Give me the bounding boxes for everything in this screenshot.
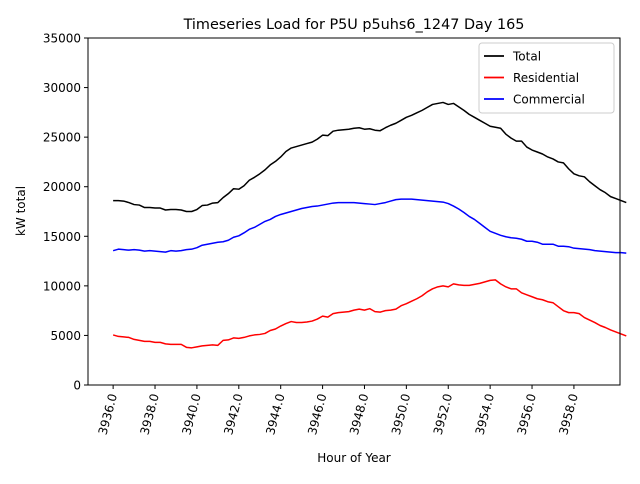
- y-ticks: 0 5000 10000 15000 20000 25000 30000 35000: [43, 32, 88, 393]
- legend-box: [478, 42, 615, 114]
- x-axis-label: Hour of Year: [317, 451, 391, 465]
- series-line-residential: [112, 279, 627, 349]
- legend-label-residential: Residential: [513, 71, 579, 85]
- y-tick-label: 30000: [43, 81, 81, 95]
- plot-frame: [87, 37, 621, 386]
- y-tick-label: 10000: [43, 279, 81, 293]
- legend-label-commercial: Commercial: [513, 93, 585, 107]
- series-lines: [112, 101, 627, 349]
- legend: Total Residential Commercial: [478, 42, 615, 114]
- y-tick-label: 5000: [50, 329, 81, 343]
- y-axis-label: kW total: [14, 186, 28, 236]
- y-tick-label: 0: [73, 379, 81, 393]
- series-line-commercial: [112, 198, 627, 254]
- chart-title: Timeseries Load for P5U p5uhs6_1247 Day …: [183, 17, 525, 33]
- legend-label-total: Total: [512, 50, 541, 64]
- y-tick-label: 35000: [43, 32, 81, 46]
- y-tick-label: 20000: [43, 180, 81, 194]
- y-tick-label: 25000: [43, 131, 81, 145]
- series-line-total: [113, 101, 627, 213]
- y-tick-label: 15000: [43, 230, 81, 244]
